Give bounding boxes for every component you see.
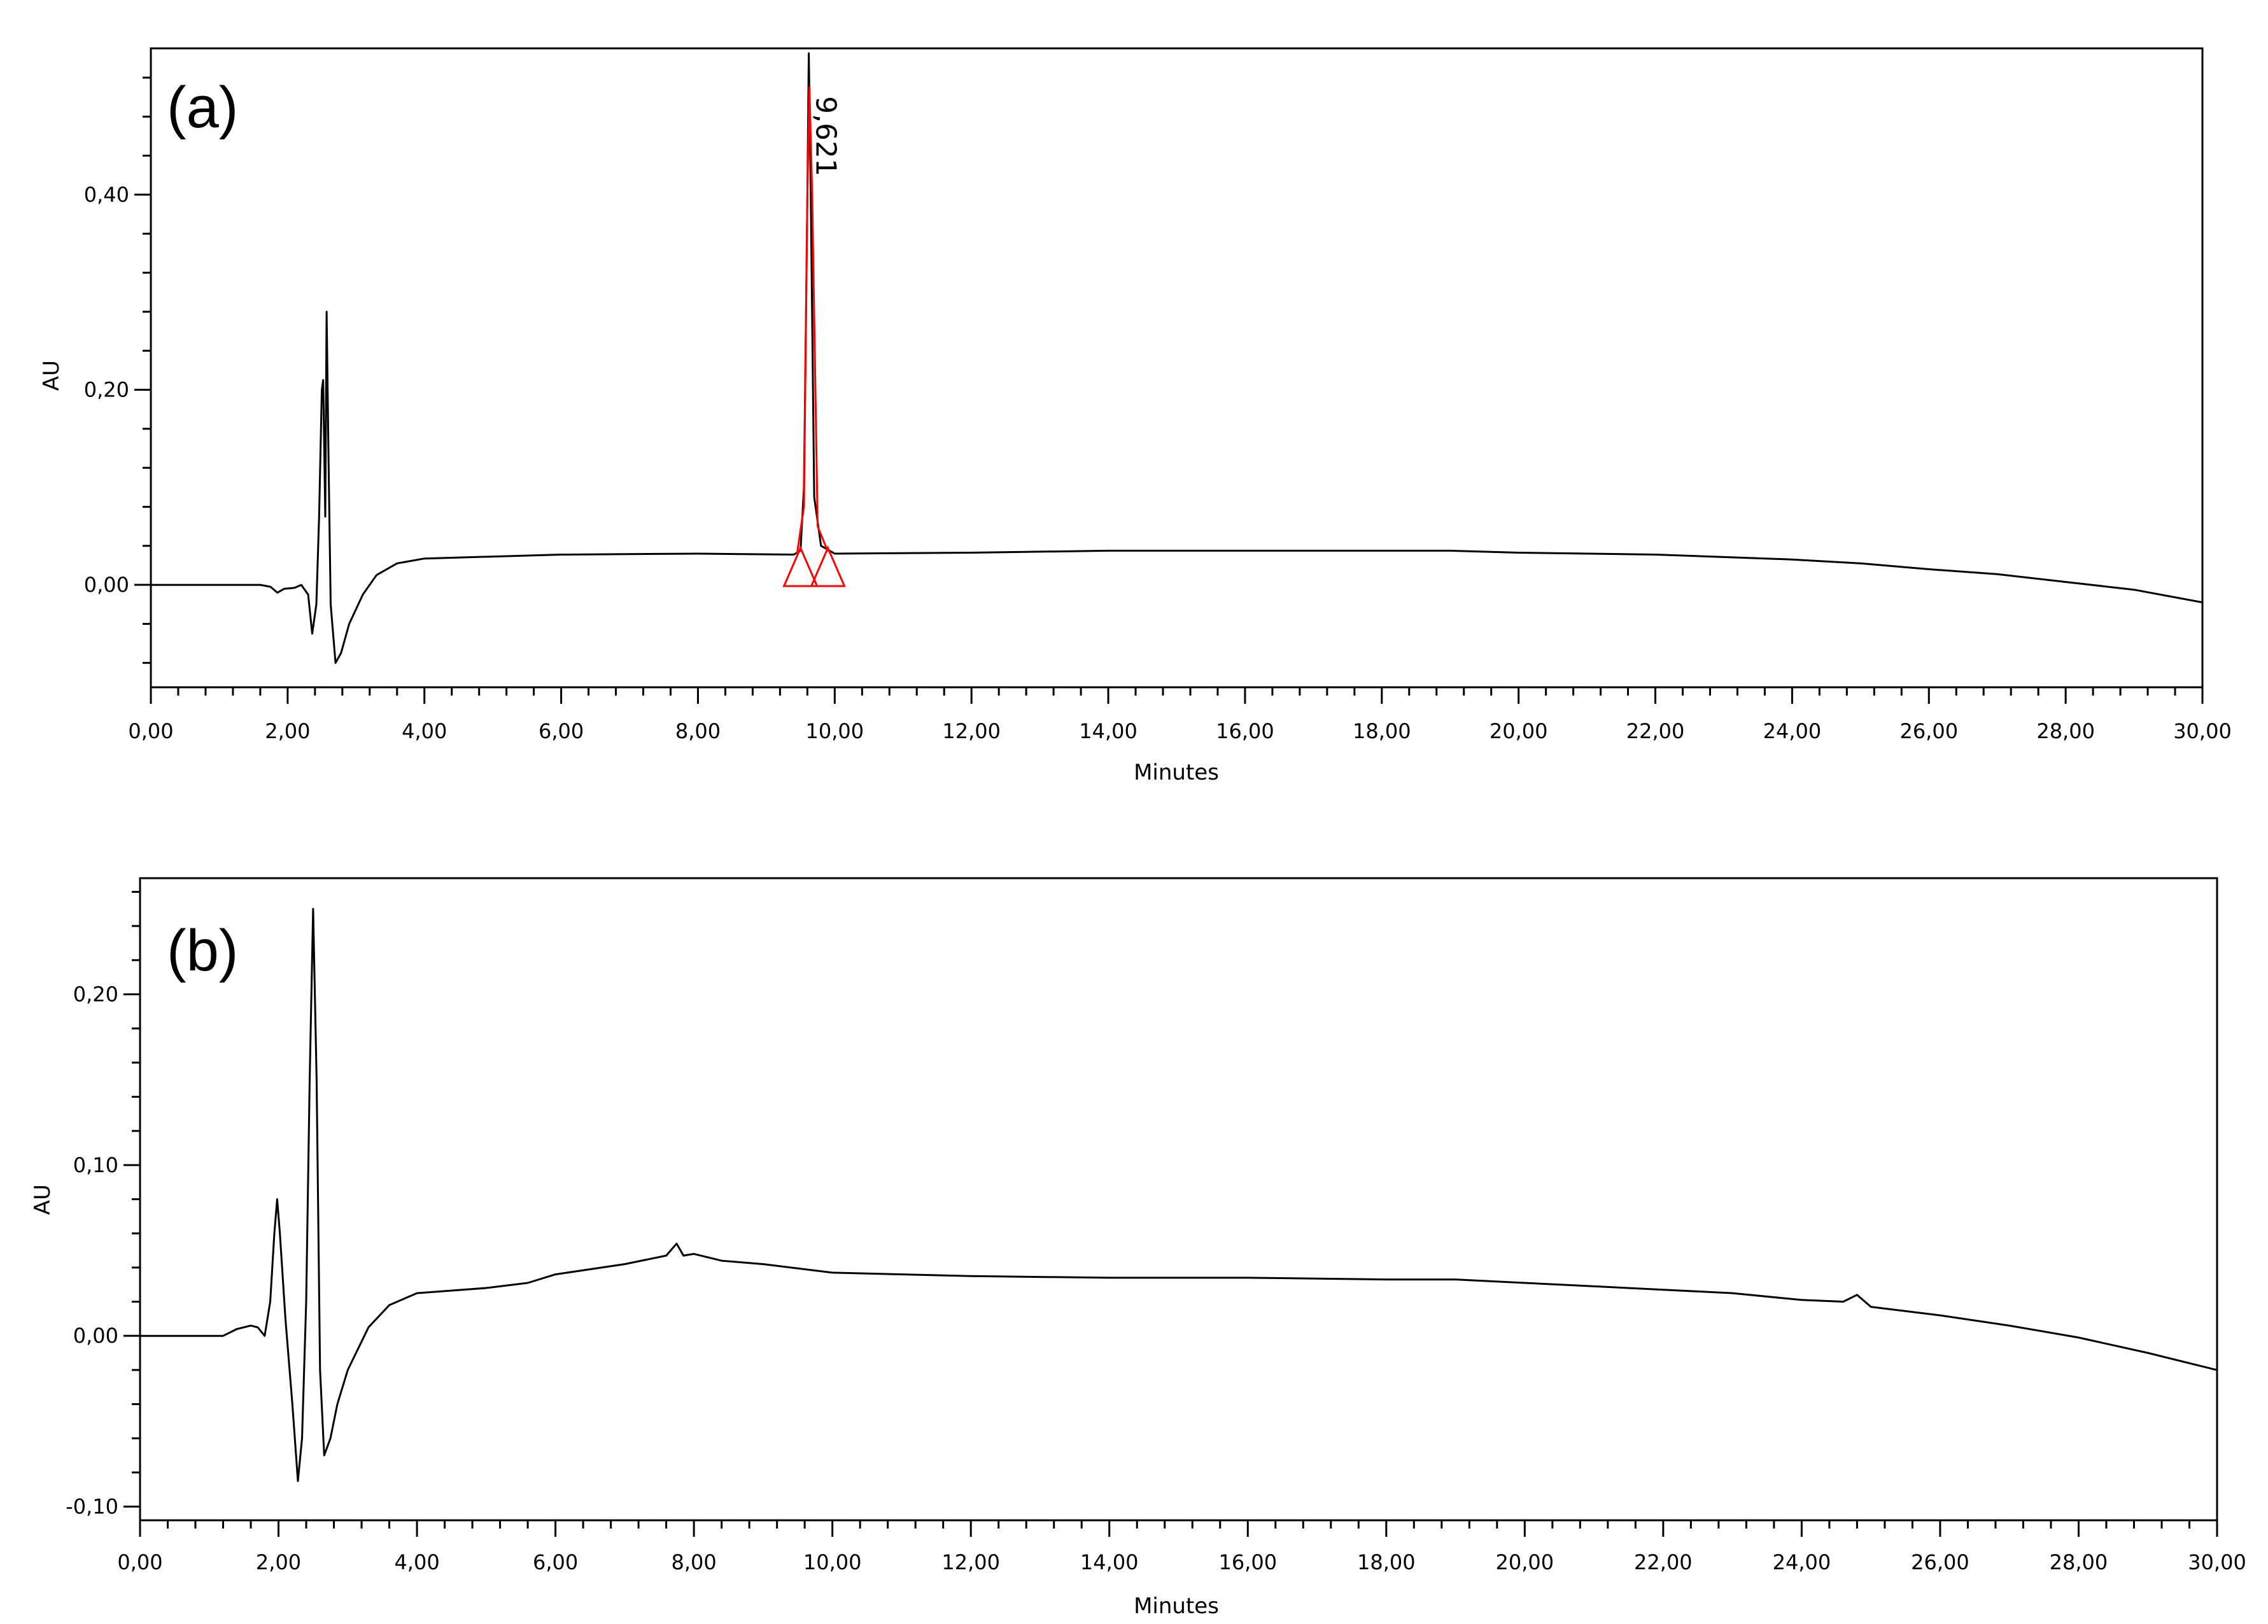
panel-a: 0,00 2,00 4,00 6,00 8,00 10,00 12,00 14,00 16,00…: [39, 47, 2232, 785]
plot-frame-a: [150, 47, 2204, 689]
x-tick-label: 4,00: [402, 719, 447, 743]
x-axis-ticks-a: 0,00 2,00 4,00 6,00 8,00 10,00 12,00 14,00 16,00…: [128, 687, 2232, 743]
y-tick-label: 0,20: [73, 982, 118, 1006]
x-tick-label: 14,00: [1080, 1550, 1139, 1574]
y-tick-label: 0,00: [73, 1324, 118, 1348]
y-axis-title-b: AU: [30, 1184, 55, 1215]
x-tick-label: 24,00: [1763, 719, 1822, 743]
x-tick-label: 8,00: [675, 719, 721, 743]
x-tick-label: 12,00: [941, 1550, 1000, 1574]
x-tick-label: 16,00: [1216, 719, 1274, 743]
x-tick-label: 0,00: [117, 1550, 162, 1574]
x-tick-label: 2,00: [265, 719, 310, 743]
x-tick-label: 26,00: [1911, 1550, 1969, 1574]
x-tick-label: 20,00: [1496, 1550, 1554, 1574]
x-axis-title-b: Minutes: [1134, 1593, 1219, 1619]
y-tick-label: 0,00: [84, 573, 129, 597]
x-tick-label: 20,00: [1490, 719, 1548, 743]
x-tick-label: 6,00: [533, 1550, 578, 1574]
x-tick-label: 28,00: [2050, 1550, 2108, 1574]
series-group-b: [140, 907, 2218, 1482]
x-tick-label: 10,00: [806, 719, 864, 743]
chromatogram-line-a: [151, 52, 2203, 664]
markers-group-a: [782, 545, 846, 587]
x-tick-label: 12,00: [942, 719, 1001, 743]
peak-boundary-marker: [782, 545, 819, 587]
series-group-a: [151, 52, 2203, 664]
y-axis-ticks-a: 0,00 0,20 0,40: [84, 76, 151, 664]
x-tick-label: 16,00: [1218, 1550, 1277, 1574]
x-tick-label: 0,00: [128, 719, 173, 743]
panel-label-a: (a): [167, 75, 238, 140]
x-axis-title-a: Minutes: [1134, 760, 1219, 785]
x-tick-label: 28,00: [2036, 719, 2095, 743]
y-tick-label: -0,10: [66, 1495, 118, 1519]
x-tick-label: 10,00: [803, 1550, 862, 1574]
x-tick-label: 22,00: [1626, 719, 1685, 743]
x-tick-label: 18,00: [1357, 1550, 1416, 1574]
chromatogram-line-b: [140, 907, 2218, 1482]
x-tick-label: 6,00: [539, 719, 584, 743]
y-tick-label: 0,10: [73, 1153, 118, 1177]
x-axis-ticks-b: 0,00 2,00 4,00 6,00 8,00 10,00 12,00 14,00 16,00…: [117, 1520, 2246, 1574]
x-tick-label: 18,00: [1353, 719, 1411, 743]
y-tick-label: 0,40: [84, 183, 129, 207]
x-tick-label: 4,00: [394, 1550, 439, 1574]
x-tick-label: 30,00: [2188, 1550, 2246, 1574]
peak-boundary-marker: [810, 545, 846, 587]
y-axis-title-a: AU: [39, 360, 64, 391]
x-tick-label: 22,00: [1634, 1550, 1693, 1574]
x-tick-label: 30,00: [2173, 719, 2232, 743]
x-tick-label: 14,00: [1079, 719, 1138, 743]
x-tick-label: 2,00: [256, 1550, 301, 1574]
peak-label-a: 9,621: [810, 96, 842, 176]
panel-b: 0,00 2,00 4,00 6,00 8,00 10,00 12,00 14,00 16,00…: [30, 877, 2246, 1619]
integrated-peak-line-a: [796, 86, 829, 554]
x-tick-label: 8,00: [672, 1550, 717, 1574]
panel-label-b: (b): [167, 918, 238, 983]
y-tick-label: 0,20: [84, 377, 129, 402]
x-tick-label: 26,00: [1899, 719, 1958, 743]
y-axis-ticks-b: -0,10 0,00 0,10 0,20: [66, 890, 140, 1519]
x-tick-label: 24,00: [1773, 1550, 1831, 1574]
